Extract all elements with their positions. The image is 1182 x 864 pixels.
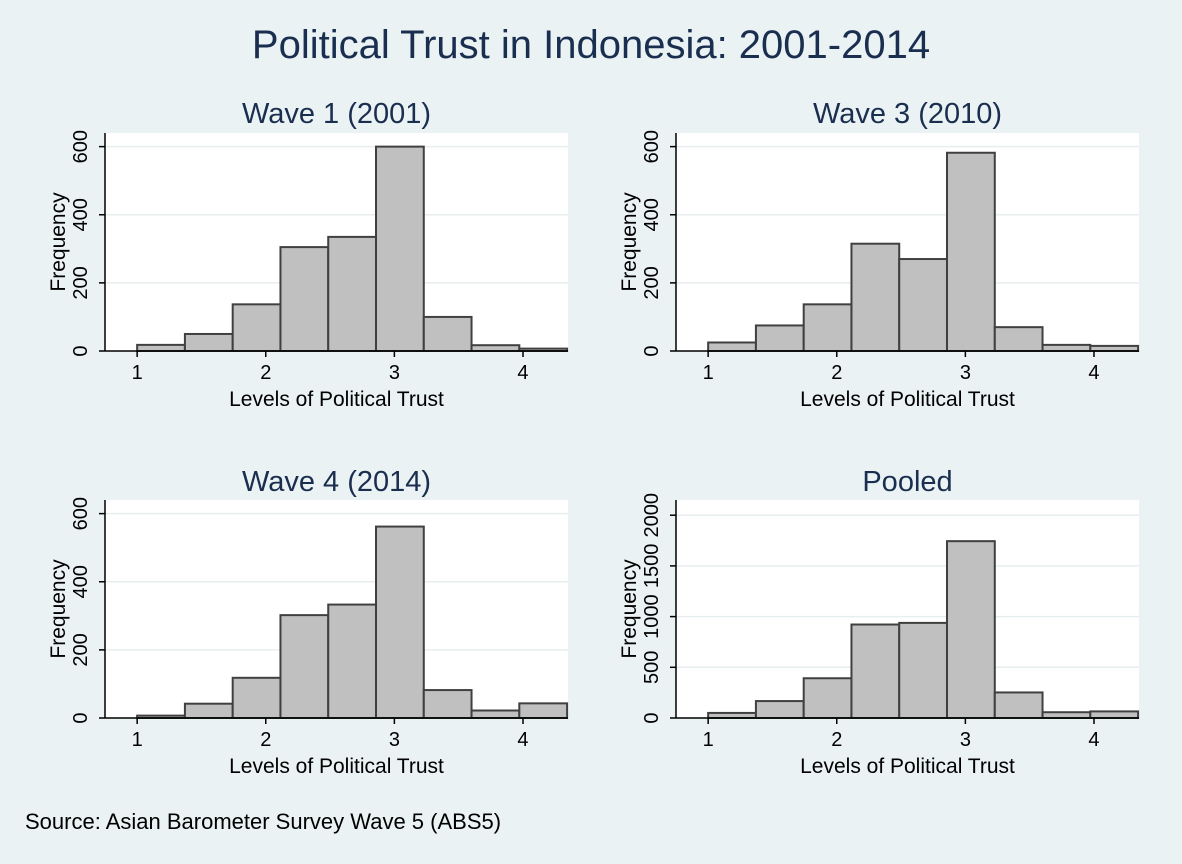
histogram-bar — [374, 145, 425, 352]
panel-title: Wave 3 (2010) — [813, 98, 1002, 130]
y-tick-label: 500 — [641, 651, 663, 684]
x-axis-label: Levels of Political Trust — [800, 388, 1015, 411]
y-tick-label: 400 — [70, 198, 92, 231]
main-title: Political Trust in Indonesia: 2001-2014 — [252, 23, 930, 67]
y-axis-label: Frequency — [47, 192, 70, 292]
histogram-bar — [802, 303, 853, 353]
histogram-bar — [183, 332, 234, 352]
y-tick-label: 0 — [70, 712, 92, 723]
y-tick-label: 200 — [641, 266, 663, 299]
y-tick-label: 200 — [70, 266, 92, 299]
histogram-bar — [754, 700, 805, 719]
x-tick-label: 1 — [703, 362, 714, 384]
y-tick-label: 1500 — [641, 544, 663, 589]
x-tick-label: 1 — [132, 362, 143, 384]
panel-2: 1 2 3 4 0 200 400 600 Wave 3 (2010) Levels of Pol… — [618, 98, 1140, 411]
histogram-bar — [898, 621, 948, 720]
x-tick-label: 3 — [960, 729, 971, 751]
x-tick-label: 2 — [831, 362, 842, 384]
histogram-bar — [136, 343, 186, 352]
histogram-bar — [422, 689, 473, 719]
x-tick-label: 4 — [517, 729, 528, 751]
x-axis-label: Levels of Political Trust — [229, 388, 444, 411]
x-tick-label: 4 — [1088, 362, 1099, 384]
histogram-bar — [1041, 343, 1092, 352]
histogram-bar — [993, 691, 1044, 719]
y-tick-label: 0 — [70, 345, 92, 356]
panel-title: Wave 4 (2014) — [242, 466, 431, 498]
x-axis-label: Levels of Political Trust — [800, 755, 1015, 778]
x-tick-label: 4 — [517, 362, 528, 384]
histogram-bar — [1089, 710, 1140, 719]
histogram-bar — [850, 623, 901, 719]
histogram-bar — [518, 702, 569, 720]
histogram-bar — [183, 702, 234, 719]
y-tick-label: 0 — [641, 712, 663, 723]
panel-3: 1 2 3 4 0 200 400 600 Wave 4 (2014) Levels of Pol… — [47, 466, 569, 778]
panel-4: 1 2 3 4 0 500 1000 1500 2000 Pooled Levels of Poli… — [618, 466, 1140, 778]
x-tick-label: 3 — [389, 362, 400, 384]
histogram-bar — [993, 326, 1044, 352]
histogram-bar — [422, 315, 473, 352]
histogram-bar — [374, 525, 425, 719]
source-note: Source: Asian Barometer Survey Wave 5 (A… — [25, 809, 501, 834]
x-tick-label: 2 — [260, 362, 271, 384]
x-tick-label: 1 — [132, 729, 143, 751]
histogram-bar — [754, 324, 805, 352]
histogram-bar — [707, 711, 757, 720]
histogram-bar — [231, 303, 282, 353]
x-tick-label: 3 — [960, 362, 971, 384]
histogram-bar — [1089, 344, 1140, 352]
panel-title: Pooled — [862, 466, 952, 498]
y-tick-label: 600 — [70, 130, 92, 163]
histogram-bar — [1041, 711, 1092, 719]
x-tick-label: 4 — [1088, 729, 1099, 751]
y-tick-label: 1000 — [641, 594, 663, 639]
panel-title: Wave 1 (2001) — [242, 98, 431, 130]
y-tick-label: 2000 — [641, 493, 663, 538]
y-tick-label: 0 — [641, 345, 663, 356]
histogram-bar — [850, 242, 901, 352]
histogram-bar — [231, 676, 282, 720]
x-axis-label: Levels of Political Trust — [229, 755, 444, 778]
histogram-bar — [279, 614, 330, 719]
x-tick-label: 2 — [831, 729, 842, 751]
histogram-bar — [707, 341, 757, 352]
histogram-bar — [327, 235, 377, 352]
y-tick-label: 600 — [641, 130, 663, 163]
y-tick-label: 200 — [70, 633, 92, 666]
x-tick-label: 3 — [389, 729, 400, 751]
y-tick-label: 400 — [70, 565, 92, 598]
histogram-bar — [470, 709, 521, 719]
histogram-bar — [470, 344, 521, 353]
y-tick-label: 400 — [641, 198, 663, 231]
y-axis-label: Frequency — [47, 559, 70, 659]
histogram-bar — [327, 603, 377, 720]
histogram-bar — [898, 258, 948, 352]
histogram-bar — [802, 677, 853, 720]
x-tick-label: 2 — [260, 729, 271, 751]
histogram-bar — [945, 151, 996, 352]
x-tick-label: 1 — [703, 729, 714, 751]
histogram-bar — [279, 246, 330, 352]
histogram-bar — [945, 540, 996, 719]
y-axis-label: Frequency — [618, 192, 641, 292]
panel-1: 1 2 3 4 0 200 400 600 Wave 1 (2001) Levels of Pol… — [47, 98, 569, 411]
y-tick-label: 600 — [70, 497, 92, 530]
y-axis-label: Frequency — [618, 559, 641, 659]
